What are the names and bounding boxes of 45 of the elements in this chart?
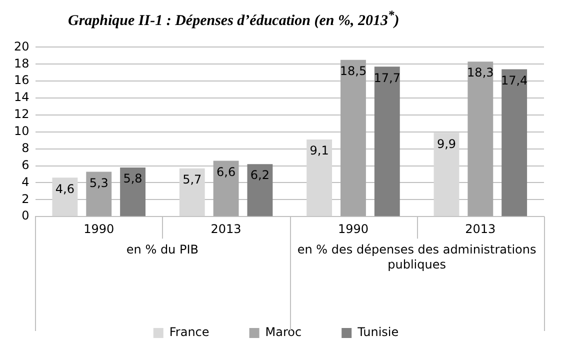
x-tick-label: 1990 <box>338 222 368 236</box>
legend-label: Maroc <box>265 325 302 340</box>
text: 18,5 <box>340 64 367 78</box>
x-tick-label: 2013 <box>210 222 242 236</box>
chart-title: Graphique II-1 : Dépenses d’éducation (en %, 2013$^{*}$) <box>67 8 400 31</box>
y-tick-label: 12 <box>14 107 30 122</box>
y-tick-label: 18 <box>14 56 30 70</box>
text: 18,3 <box>467 66 494 80</box>
bar <box>306 140 332 216</box>
bar <box>502 69 528 216</box>
text: 6,2 <box>250 168 270 182</box>
text: 17,4 <box>500 73 528 88</box>
y-tick-label: 2 <box>22 192 30 206</box>
text: 17,7 <box>374 70 400 85</box>
text: 5,8 <box>123 172 142 186</box>
bar <box>434 132 460 216</box>
bar <box>213 160 239 216</box>
y-tick-label: 10 <box>14 124 30 138</box>
bar <box>247 164 273 216</box>
text: 5,7 <box>182 172 202 186</box>
x-tick-label: 2013 <box>465 222 496 236</box>
y-tick-label: 8 <box>22 140 30 155</box>
bar <box>340 60 366 216</box>
text: 9,1 <box>310 144 329 158</box>
text: 5,3 <box>89 176 108 190</box>
text: 6,6 <box>216 164 236 179</box>
y-tick-label: 20 <box>14 39 30 54</box>
text: 4,6 <box>55 182 74 196</box>
y-tick-label: 0 <box>22 208 30 223</box>
bar <box>52 178 78 216</box>
y-tick-label: 14 <box>14 90 30 104</box>
text: en % des dépenses des administrations publiques <box>297 242 536 272</box>
bar <box>374 66 400 216</box>
text: 9,9 <box>436 136 456 151</box>
bar <box>468 62 494 216</box>
legend-label: France <box>169 325 210 340</box>
legend-label: Tunisie <box>356 325 399 340</box>
y-tick-label: 4 <box>22 174 30 189</box>
bar <box>179 168 205 216</box>
bar <box>86 172 112 216</box>
y-tick-label: 6 <box>22 158 30 172</box>
y-tick-label: 16 <box>14 73 30 88</box>
x-tick-label: 1990 <box>84 222 114 236</box>
bar <box>120 167 146 216</box>
text: en % du PIB <box>126 242 198 257</box>
